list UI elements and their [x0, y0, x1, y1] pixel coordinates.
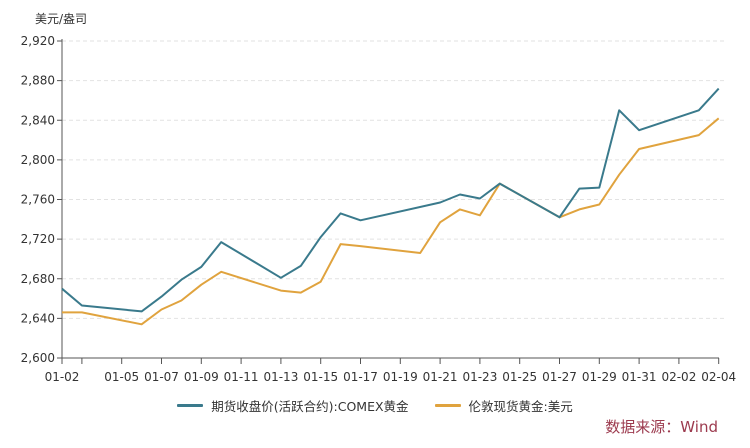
- x-tick-label: 02-04: [701, 370, 736, 384]
- x-tick-label: 01-19: [383, 370, 418, 384]
- y-tick-label: 2,680: [21, 272, 55, 286]
- x-tick-label: 01-09: [184, 370, 219, 384]
- x-tick-label: 01-31: [622, 370, 657, 384]
- x-tick-label: 01-17: [343, 370, 378, 384]
- legend-label-london: 伦敦现货黄金:美元: [468, 399, 573, 414]
- x-tick-label: 01-02: [45, 370, 80, 384]
- x-tick-label: 01-13: [263, 370, 298, 384]
- legend: 期货收盘价(活跃合约):COMEX黄金 伦敦现货黄金:美元: [0, 396, 750, 415]
- series-line-london: [62, 117, 720, 326]
- y-tick-label: 2,920: [21, 34, 55, 48]
- x-tick-label: 01-15: [303, 370, 338, 384]
- y-tick-label: 2,880: [21, 74, 55, 88]
- x-tick-label: 01-21: [423, 370, 458, 384]
- legend-label-comex: 期货收盘价(活跃合约):COMEX黄金: [211, 399, 409, 414]
- y-tick-label: 2,840: [21, 113, 55, 127]
- y-tick-label: 2,720: [21, 232, 55, 246]
- y-tick-label: 2,600: [21, 351, 55, 365]
- x-tick-label: 01-05: [104, 370, 139, 384]
- legend-swatch-london: [434, 404, 461, 407]
- x-tick-label: 02-02: [661, 370, 696, 384]
- x-tick-label: 01-07: [144, 370, 179, 384]
- x-tick-label: 01-27: [542, 370, 577, 384]
- legend-swatch-comex: [177, 404, 204, 407]
- x-tick-label: 01-29: [582, 370, 617, 384]
- x-tick-label: 01-23: [462, 370, 497, 384]
- data-source-note: 数据来源：Wind: [605, 418, 718, 436]
- legend-item-comex[interactable]: 期货收盘价(活跃合约):COMEX黄金: [177, 396, 409, 415]
- series-line-comex: [61, 87, 720, 313]
- y-tick-label: 2,800: [21, 153, 55, 167]
- legend-item-london[interactable]: 伦敦现货黄金:美元: [434, 396, 573, 415]
- y-tick-label: 2,640: [21, 311, 55, 325]
- x-tick-label: 01-25: [502, 370, 537, 384]
- y-tick-label: 2,760: [21, 193, 55, 207]
- y-axis-unit-label: 美元/盎司: [35, 12, 88, 26]
- x-tick-label: 01-11: [224, 370, 259, 384]
